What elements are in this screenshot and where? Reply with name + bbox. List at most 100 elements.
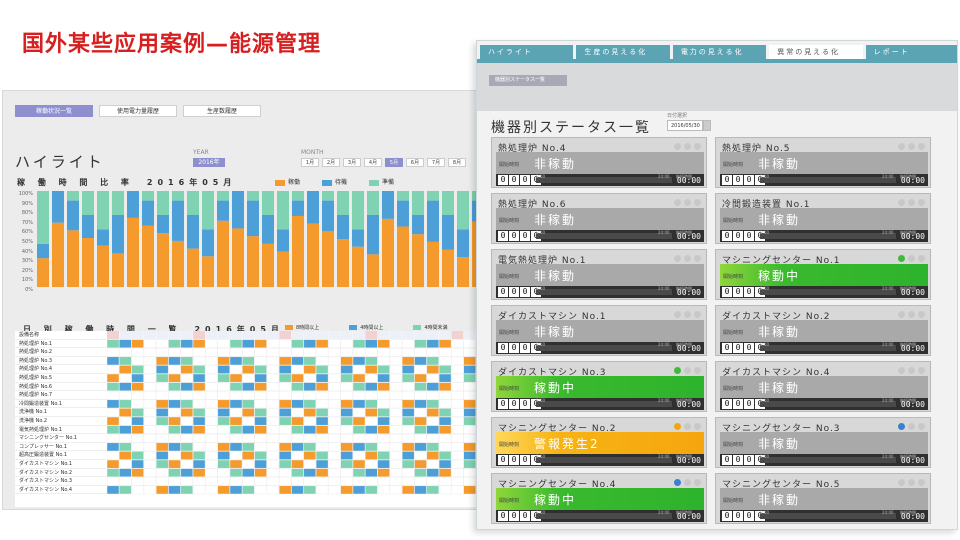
heatmap-cell [180,339,194,349]
machine-card[interactable]: ダイカストマシン No.3開始時刻稼動中00000:0024:00継続時間00:… [491,361,707,412]
heatmap-cell [229,476,243,486]
month-button[interactable]: 1月 [301,158,319,167]
heatmap-cell [463,408,476,417]
month-button[interactable]: 3月 [343,158,361,167]
heatmap-cell [278,476,292,486]
status-lamp-icon [898,143,905,150]
start-time-digit: 0 [509,287,519,297]
heatmap-cell [242,365,255,374]
heatmap-cell [242,347,255,357]
bar-segment [112,253,124,287]
timeline-end-label: 24:00 [882,230,894,235]
heatmap-cell [155,451,169,460]
bar-segment [442,249,454,287]
status-lamp-icon [908,255,915,262]
heatmap-cell [426,433,440,443]
machine-row-name: 熱処理炉 No.6 [15,383,107,392]
month-button[interactable]: 6月 [406,158,424,167]
heatmap-cell [192,468,206,478]
heatmap-cell [365,339,378,349]
heatmap-cell [365,476,378,486]
heatmap-cell [168,339,181,349]
heatmap-cell [192,451,206,460]
calendar-icon[interactable] [703,120,711,131]
daily-timeline [760,457,896,463]
heatmap-cell [340,408,353,417]
duration-label: 継続時間 [900,454,916,459]
heatmap-cell [131,485,144,495]
month-button[interactable]: 5月 [385,158,403,167]
duration-value: 00:00 [900,456,925,465]
heatmap-cell [291,451,304,460]
start-time-digit: 0 [722,287,732,297]
tab-power-history[interactable]: 使用電力量履歴 [99,105,177,117]
machine-card[interactable]: ダイカストマシン No.2開始時刻非稼動00000:0024:00継続時間00:… [715,305,931,356]
heatmap-cell [438,382,452,392]
machine-card[interactable]: ダイカストマシン No.4開始時刻非稼動00000:0024:00継続時間00:… [715,361,931,412]
bar-segment [367,254,379,287]
heatmap-cell [242,390,255,400]
month-button[interactable]: 8月 [448,158,466,167]
status-lamp-icon [898,311,905,318]
bar-segment [217,191,229,201]
bar-segment [337,239,349,287]
heatmap-cell [205,433,218,443]
date-input[interactable]: 2016/05/30 [667,120,703,131]
machine-card[interactable]: ダイカストマシン No.1開始時刻非稼動00000:0024:00継続時間00:… [491,305,707,356]
timeline-start-label: 0:00 [536,510,545,515]
nav-tab-2[interactable]: 電力の見える化 [672,45,767,59]
heatmap-cell [352,451,366,460]
status-lamp-icon [898,199,905,206]
machine-state: 非稼動 [758,213,801,227]
bar-segment [427,191,439,201]
duration-value: 00:00 [900,232,925,241]
heatmap-cell [377,382,390,392]
nav-tab-4[interactable]: レポート [865,45,957,59]
machine-card[interactable]: マシニングセンター No.5開始時刻非稼動00000:0024:00継続時間00… [715,473,931,524]
heatmap-cell [168,416,181,426]
nav-tab-1[interactable]: 生産の見える化 [576,45,670,59]
heatmap-cell [278,365,292,374]
status-lamps [674,311,701,318]
month-button[interactable]: 2月 [322,158,340,167]
sub-tab-machine-status[interactable]: 機器別ステータス一覧 [489,75,567,86]
heatmap-cell [217,408,230,417]
bar-segment [97,245,109,287]
heatmap-cell [278,468,292,478]
heatmap-cell [205,408,218,417]
bar-segment [67,191,79,201]
heatmap-cell [414,373,427,383]
machine-card[interactable]: マシニングセンター No.4開始時刻稼動中00000:0024:00継続時間00… [491,473,707,524]
tab-production-history[interactable]: 生産数履歴 [183,105,261,117]
heatmap-cell [315,468,329,478]
heatmap-cell [131,433,144,443]
nav-tab-3[interactable]: 異常の見える化 [769,45,863,59]
heatmap-cell [451,468,464,478]
daily-timeline [760,401,896,407]
month-button[interactable]: 7月 [427,158,445,167]
heatmap-cell [303,485,317,495]
day-header-cell [107,331,119,340]
machine-card[interactable]: マシニングセンター No.1開始時刻稼動中00000:0024:00継続時間00… [715,249,931,300]
bar-segment [82,191,94,215]
year-select[interactable]: 2016年 [193,158,225,167]
machine-row-name: 熱処理炉 No.4 [15,365,107,374]
machine-card[interactable]: マシニングセンター No.2開始時刻警報発生200000:0024:00継続時間… [491,417,707,468]
tab-operation-status[interactable]: 稼働状況一覧 [15,105,93,117]
bar-segment [172,240,184,287]
nav-tab-0[interactable]: ハイライト [480,45,574,59]
day-header-cell [365,331,378,340]
month-button[interactable]: 4月 [364,158,382,167]
timeline-end-label: 24:00 [882,510,894,515]
bar-segment [352,191,364,230]
heatmap-cell [278,459,292,469]
heatmap-cell [352,382,366,392]
machine-card[interactable]: マシニングセンター No.3開始時刻非稼動00000:0024:00継続時間00… [715,417,931,468]
heatmap-cell [340,416,353,426]
heatmap-cell [229,347,243,357]
